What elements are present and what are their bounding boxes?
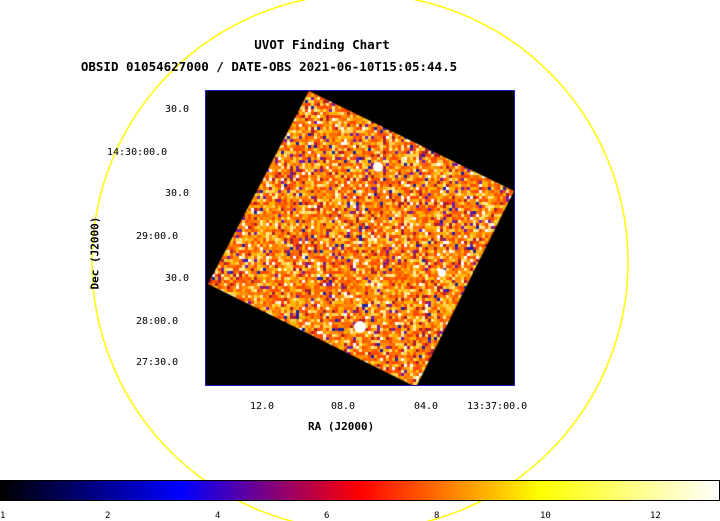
x-tick-label: 13:37:00.0 bbox=[467, 401, 528, 412]
colorbar-tick-label: 4 bbox=[215, 511, 221, 521]
colorbar-tick-label: 1 bbox=[0, 511, 6, 521]
x-tick-label: 08.0 bbox=[331, 401, 356, 412]
chart-title: UVOT Finding Chart bbox=[254, 37, 390, 52]
y-tick-label: 27:30.0 bbox=[136, 357, 179, 368]
fov-circle-ring bbox=[91, 0, 629, 521]
x-tick-label: 12.0 bbox=[250, 401, 275, 412]
y-tick-label: 28:00.0 bbox=[136, 316, 179, 327]
colorbar-tick-label: 2 bbox=[105, 511, 111, 521]
colorbar bbox=[0, 480, 720, 501]
image-frame bbox=[205, 90, 515, 386]
x-axis-title: RA (J2000) bbox=[308, 420, 375, 433]
chart-subtitle: OBSID 01054627000 / DATE-OBS 2021-06-10T… bbox=[80, 59, 458, 74]
x-tick-label: 04.0 bbox=[414, 401, 439, 412]
y-axis-title: Dec (J2000) bbox=[88, 216, 102, 290]
y-tick-label: 29:00.0 bbox=[136, 231, 179, 242]
colorbar-tick-label: 10 bbox=[540, 511, 551, 521]
y-tick-label: 14:30:00.0 bbox=[107, 147, 168, 158]
y-tick-label: 30.0 bbox=[165, 188, 190, 199]
y-tick-label: 30.0 bbox=[165, 104, 190, 115]
uvot-image bbox=[206, 91, 514, 385]
y-tick-label: 30.0 bbox=[165, 273, 190, 284]
colorbar-tick-label: 6 bbox=[324, 511, 330, 521]
colorbar-tick-label: 8 bbox=[434, 511, 440, 521]
colorbar-tick-label: 12 bbox=[650, 511, 661, 521]
